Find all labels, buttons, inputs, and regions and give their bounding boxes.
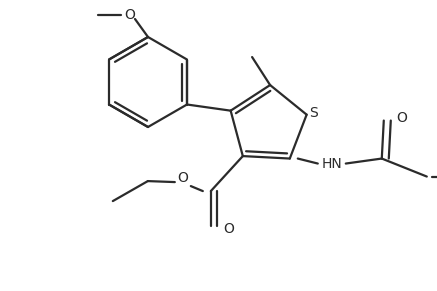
Text: S: S bbox=[309, 106, 318, 120]
Text: O: O bbox=[125, 8, 135, 22]
Text: HN: HN bbox=[321, 157, 342, 171]
Text: O: O bbox=[177, 171, 188, 185]
Text: O: O bbox=[223, 222, 234, 236]
Text: O: O bbox=[396, 111, 407, 125]
